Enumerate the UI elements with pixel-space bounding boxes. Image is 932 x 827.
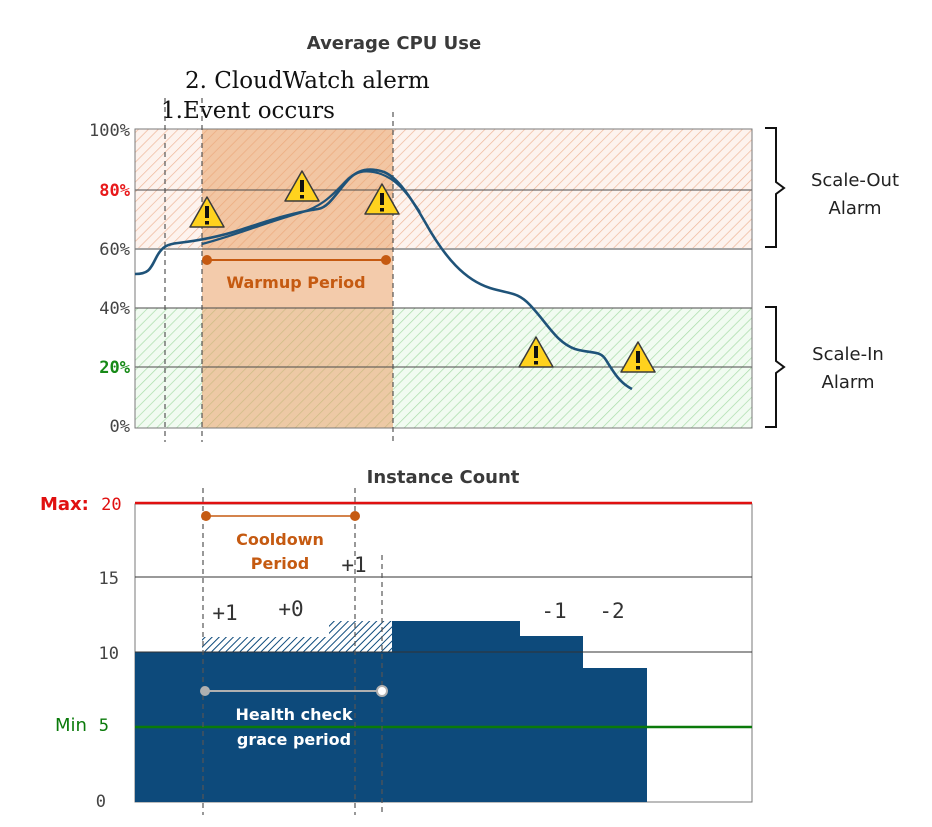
health-check-grace-bar: Health check grace period [200, 685, 388, 749]
cooldown-bar-start-dot [201, 511, 211, 521]
scale-in-brace-icon [765, 306, 786, 428]
min-label: Min 5 [55, 715, 109, 736]
cpu-chart: Average CPU Use 2. CloudWatch alerm 1.Ev… [89, 33, 899, 442]
cpu-usage-line-echo [201, 170, 421, 246]
warning-icon [518, 336, 554, 368]
cpu-usage-line [134, 168, 633, 391]
instance-bar-12 [392, 621, 520, 802]
warning-icon [284, 170, 320, 202]
delta-label: -1 [541, 599, 566, 623]
warmup-period-label: Warmup Period [226, 273, 365, 292]
instance-bar-9 [583, 668, 647, 802]
scale-in-label-line1: Scale-In [812, 344, 884, 365]
delta-label: -2 [599, 599, 624, 623]
warning-icon [189, 196, 225, 228]
instance-bar-11 [520, 636, 583, 802]
max-label: Max: 20 [40, 494, 122, 515]
instance-bar-pending-1 [202, 637, 329, 652]
warning-icon [620, 341, 656, 373]
max-label-value: 20 [101, 495, 121, 515]
scale-in-label-line2: Alarm [822, 372, 875, 393]
instance-y-tick-0: 0 [96, 792, 106, 812]
cpu-y-tick-40: 40% [99, 299, 130, 319]
warmup-bar-end-dot [381, 255, 391, 265]
cpu-y-tick-0: 0% [110, 417, 130, 437]
instance-bars [135, 621, 647, 802]
health-bar-start-dot [200, 686, 210, 696]
cooldown-label-line2: Period [251, 554, 309, 573]
warning-icon [364, 183, 400, 215]
min-label-value: 5 [99, 716, 109, 736]
health-bar-end-dot [376, 685, 388, 697]
cooldown-label-line1: Cooldown [236, 530, 324, 549]
event-occurs-annotation: 1.Event occurs [161, 98, 335, 124]
scale-out-brace-icon [765, 127, 786, 248]
delta-label: +0 [278, 597, 303, 621]
instance-gridlines [135, 576, 752, 653]
cpu-y-tick-100: 100% [89, 121, 130, 141]
health-label-line1: Health check [236, 705, 353, 724]
cloudwatch-alarm-annotation: 2. CloudWatch alerm [185, 68, 430, 94]
delta-label: +1 [341, 553, 366, 577]
warmup-period-bar: Warmup Period [202, 255, 391, 292]
cpu-y-tick-60: 60% [99, 240, 130, 260]
scale-out-brace: Scale-Out Alarm [765, 127, 899, 248]
cpu-y-tick-80: 80% [99, 181, 130, 201]
cpu-y-tick-20: 20% [99, 358, 130, 378]
warmup-bar-start-dot [202, 255, 212, 265]
cooldown-period-bar: Cooldown Period [201, 511, 360, 573]
cpu-chart-title: Average CPU Use [307, 33, 481, 54]
scale-out-label-line2: Alarm [829, 198, 882, 219]
cpu-plot-border [134, 128, 753, 429]
instance-chart-title: Instance Count [367, 467, 520, 488]
cpu-event-markers [164, 98, 394, 442]
scale-out-label-line1: Scale-Out [811, 170, 899, 191]
cooldown-bar-end-dot [350, 511, 360, 521]
instance-y-tick-10: 10 [99, 644, 119, 664]
health-label-line2: grace period [237, 730, 351, 749]
min-label-text: Min [55, 715, 87, 736]
instance-y-tick-15: 15 [99, 569, 119, 589]
scale-in-brace: Scale-In Alarm [765, 306, 884, 428]
instance-chart: Instance Count Max: 20 15 10 Min 5 [40, 467, 753, 815]
delta-label: +1 [212, 601, 237, 625]
max-label-text: Max: [40, 494, 89, 515]
